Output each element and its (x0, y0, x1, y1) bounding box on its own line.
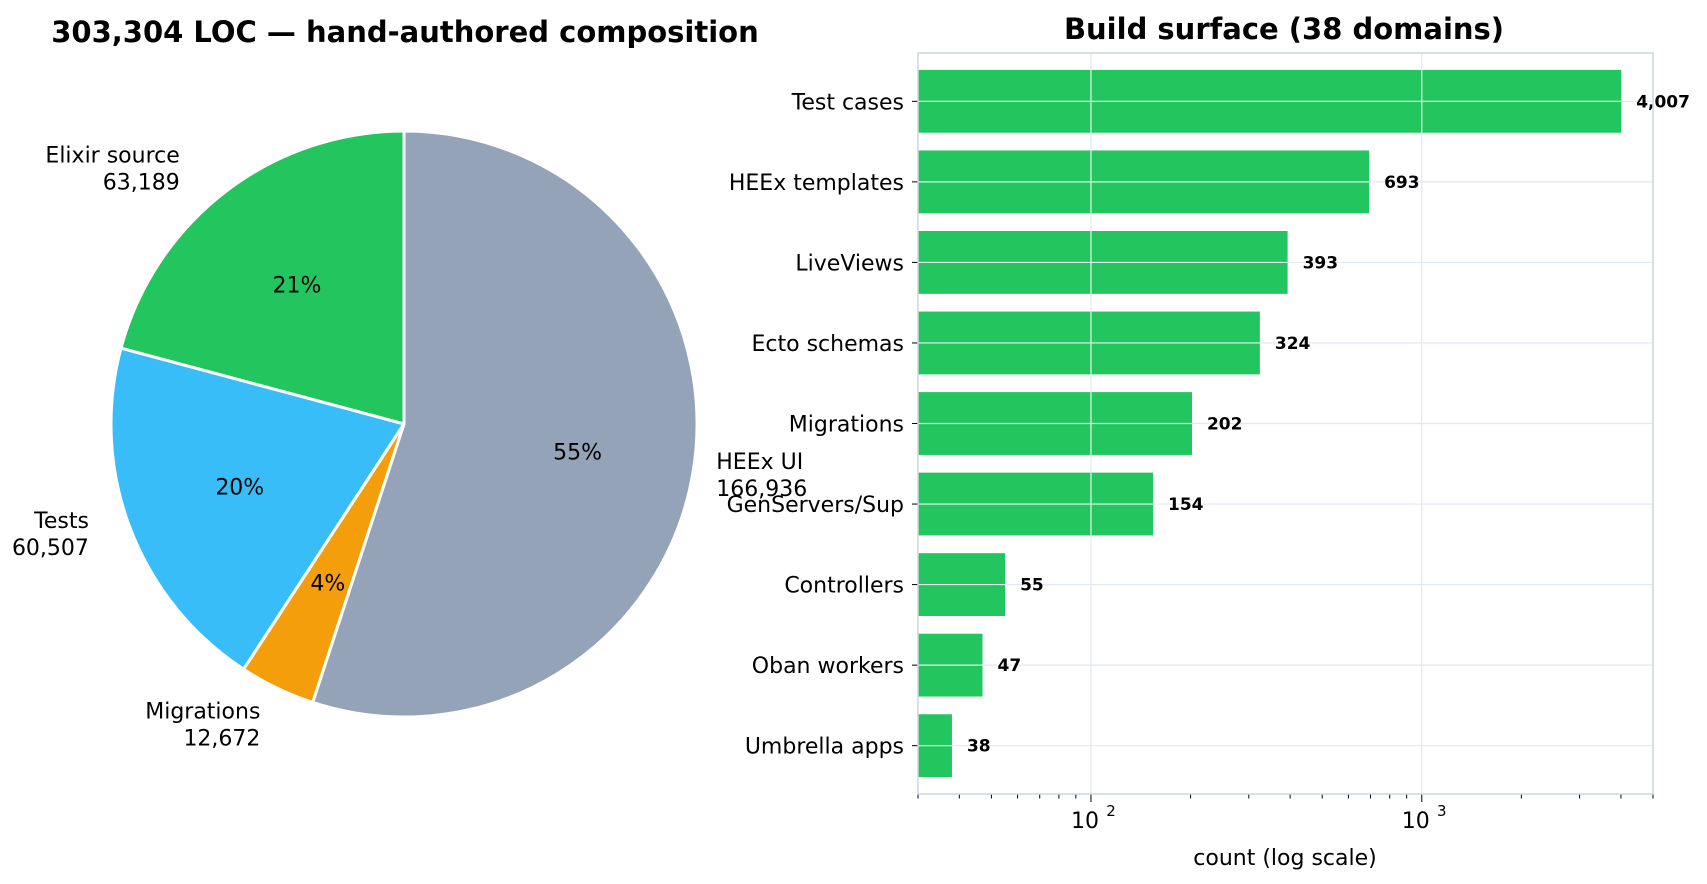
value-label-genservers-sup: 154 (1168, 495, 1204, 515)
x-axis-label: count (log scale) (1193, 846, 1376, 871)
bars (918, 69, 1622, 778)
y-tick-label-heex-templates: HEEx templates (729, 171, 904, 196)
pie-slice-elixir-source (119, 129, 406, 426)
y-tick-label-liveviews: LiveViews (795, 251, 904, 276)
y-tick-label-oban-workers: Oban workers (752, 654, 904, 679)
value-label-test-cases: 4,007 (1636, 92, 1690, 112)
bar-chart: Build surface (38 domains) Test cases HEE… (727, 12, 1690, 871)
pie-slices (109, 129, 699, 719)
pie-value-elixir-source: 63,189 (103, 170, 180, 195)
pie-value-migrations: 12,672 (183, 727, 260, 752)
pie-slice-tests (109, 346, 406, 671)
value-label-oban-workers: 47 (997, 656, 1021, 676)
x-tick-exponent-100: 2 (1106, 802, 1116, 820)
value-label-ecto-schemas: 324 (1275, 334, 1311, 354)
value-label-migrations: 202 (1207, 415, 1243, 435)
plot-frame (917, 52, 1654, 795)
x-tick-exponent-1000: 3 (1437, 802, 1447, 820)
value-label-controllers: 55 (1020, 576, 1044, 596)
bar-title: Build surface (38 domains) (1064, 12, 1504, 46)
value-label-heex-templates: 693 (1384, 173, 1420, 193)
pie-label-migrations: Migrations (145, 700, 260, 725)
y-tick-label-test-cases: Test cases (791, 90, 904, 115)
pie-label-elixir-source: Elixir source (45, 143, 179, 168)
y-tick-label-migrations: Migrations (789, 413, 904, 438)
pie-label-heex-ui: HEEx UI (716, 450, 803, 475)
value-label-liveviews: 393 (1303, 253, 1339, 273)
x-tick-label-1000: 10 (1402, 809, 1430, 834)
pie-slice-heex-ui (311, 129, 699, 719)
value-label-umbrella-apps: 38 (967, 737, 991, 757)
x-tick-label-100: 10 (1071, 809, 1099, 834)
pie-value-heex-ui: 166,936 (716, 477, 807, 502)
pie-pct-heex-ui: 55% (553, 441, 602, 466)
y-tick-labels: Test cases HEEx templates LiveViews Ecto sc… (727, 90, 918, 760)
pie-value-tests: 60,507 (12, 536, 89, 561)
y-tick-label-genservers-sup: GenServers/Sup (727, 493, 904, 518)
pie-pct-elixir-source: 21% (273, 274, 322, 299)
pie-pct-migrations: 4% (310, 571, 345, 596)
pie-label-tests: Tests (33, 509, 89, 534)
pie-pct-tests: 20% (215, 476, 264, 501)
pie-title: 303,304 LOC — hand-authored composition (51, 15, 758, 49)
y-tick-label-controllers: Controllers (784, 574, 904, 599)
y-tick-label-ecto-schemas: Ecto schemas (752, 332, 905, 357)
pie-chart: 303,304 LOC — hand-authored composition … (12, 15, 807, 752)
x-axis: 10 2 10 3 (917, 794, 1654, 834)
y-tick-label-umbrella-apps: Umbrella apps (745, 735, 904, 760)
value-labels: 4,007 693 393 324 202 154 55 47 38 (967, 92, 1690, 756)
